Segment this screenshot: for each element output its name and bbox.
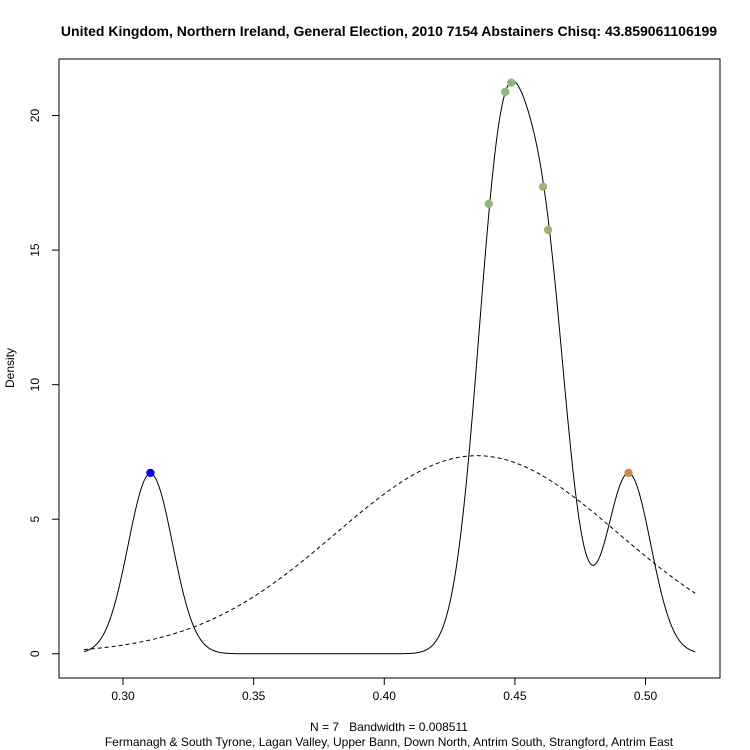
x-tick-label: 0.35 [242,689,266,703]
data-point [484,199,493,208]
x-tick-label: 0.40 [373,689,397,703]
data-point [146,468,155,478]
y-axis-label: Density [3,348,17,388]
data-point [538,182,548,192]
y-tick-label: 10 [28,378,42,392]
y-axis: 0 5 10 15 20 [28,109,60,657]
x-axis-label: N = 7 Bandwidth = 0.008511 [310,720,468,734]
y-tick-label: 0 [28,650,42,657]
y-tick-label: 15 [28,243,42,257]
chart-title: United Kingdom, Northern Ireland, Genera… [61,23,717,39]
data-point [507,78,516,87]
y-tick-label: 5 [28,516,42,523]
data-points [146,78,633,478]
y-tick-label: 20 [28,109,42,123]
data-point [543,225,553,235]
x-tick-label: 0.45 [503,689,527,703]
x-tick-label: 0.30 [111,689,135,703]
x-axis-sublabel: Fermanagh & South Tyrone, Lagan Valley, … [105,735,674,749]
x-tick-label: 0.50 [634,689,658,703]
x-axis: 0.30 0.35 0.40 0.45 0.50 [111,677,658,703]
data-point [501,87,510,97]
plot-frame [58,58,721,679]
normal-reference-curve [83,455,696,651]
density-curve [83,80,696,655]
data-point [624,468,633,478]
